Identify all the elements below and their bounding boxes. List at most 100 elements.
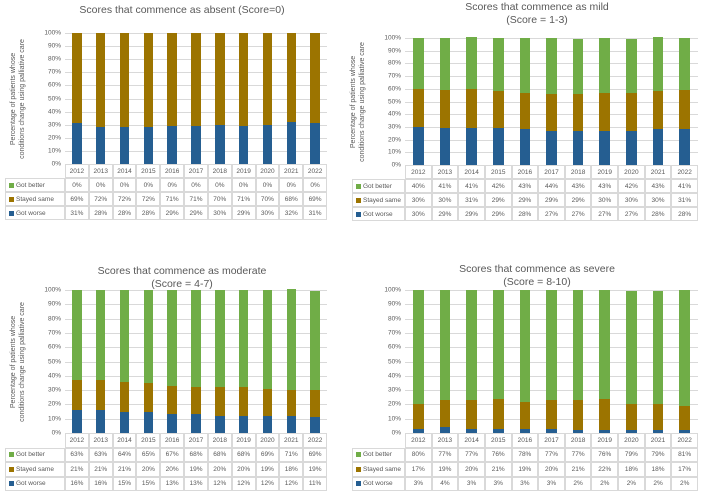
bar-stayed-same bbox=[143, 33, 154, 128]
table-value: 29% bbox=[160, 206, 185, 220]
y-tick-label: 70% bbox=[47, 329, 61, 337]
table-header-year: 2020 bbox=[618, 165, 645, 179]
y-tick-label: 40% bbox=[47, 108, 61, 116]
y-tick-label: 30% bbox=[47, 386, 61, 394]
bar-got-better bbox=[286, 288, 297, 391]
table-value: 69% bbox=[255, 447, 280, 462]
bar-got-better bbox=[439, 290, 451, 401]
table-value: 20% bbox=[207, 462, 232, 477]
table-value: 72% bbox=[112, 192, 137, 206]
table-value: 0% bbox=[279, 178, 304, 192]
y-tick-label: 40% bbox=[387, 110, 401, 118]
y-axis-label-line: Percentage of patients whose bbox=[350, 55, 357, 148]
table-header-year: 2013 bbox=[88, 433, 113, 448]
y-tick-label: 20% bbox=[387, 136, 401, 144]
y-axis-label-line: Percentage of patients whose bbox=[10, 52, 17, 145]
table-value: 0% bbox=[231, 178, 256, 192]
table-value: 12% bbox=[231, 476, 256, 491]
table-header-year: 2013 bbox=[431, 165, 459, 179]
bar-got-worse bbox=[626, 430, 637, 433]
table-value: 20% bbox=[458, 462, 485, 477]
bar-got-better bbox=[679, 38, 690, 91]
table-value: 28% bbox=[644, 207, 672, 221]
table-value: 41% bbox=[431, 179, 459, 193]
table-value: 72% bbox=[136, 192, 161, 206]
bar-got-better bbox=[466, 36, 477, 89]
bar-got-worse bbox=[286, 122, 297, 164]
table-value: 0% bbox=[112, 178, 137, 192]
y-tick-label: 10% bbox=[387, 148, 401, 156]
y-axis-label: Percentage of patients whose conditions c… bbox=[9, 302, 27, 422]
table-value: 41% bbox=[458, 179, 485, 193]
table-value: 30% bbox=[207, 206, 232, 220]
legend-swatch bbox=[356, 183, 361, 189]
table-legend-label: Stayed same bbox=[5, 192, 65, 206]
table-value: 13% bbox=[160, 476, 185, 491]
table-value: 78% bbox=[511, 447, 539, 462]
bar-stayed-same bbox=[191, 387, 201, 415]
table-header-year: 2017 bbox=[538, 165, 565, 179]
table-value: 77% bbox=[538, 447, 565, 462]
y-tick-label: 100% bbox=[44, 29, 61, 37]
table-header-year: 2018 bbox=[564, 433, 592, 448]
bar-got-worse bbox=[412, 428, 424, 433]
bar-got-better bbox=[626, 39, 637, 93]
y-axis-label-line: conditions change using palliative care bbox=[19, 301, 26, 422]
bar-stayed-same bbox=[119, 33, 130, 128]
series-name: Got worse bbox=[363, 480, 393, 488]
y-tick-label: 0% bbox=[391, 161, 401, 169]
table-value: 20% bbox=[231, 462, 256, 477]
table-value: 2% bbox=[618, 476, 645, 491]
table-value: 20% bbox=[538, 462, 565, 477]
y-tick-label: 10% bbox=[47, 147, 61, 155]
bar-stayed-same bbox=[599, 92, 611, 131]
table-header-year: 2020 bbox=[255, 433, 280, 448]
y-axis-label-line: Percentage of patients whose bbox=[10, 315, 17, 408]
bar-got-worse bbox=[546, 130, 557, 165]
bar-got-better bbox=[652, 291, 664, 405]
table-value: 19% bbox=[184, 462, 208, 477]
table-value: 3% bbox=[405, 476, 432, 491]
bar-got-worse bbox=[626, 130, 637, 165]
bar-got-worse bbox=[167, 414, 177, 433]
table-header-year: 2013 bbox=[431, 433, 459, 448]
table-value: 29% bbox=[458, 207, 485, 221]
table-value: 77% bbox=[458, 447, 485, 462]
legend-swatch bbox=[356, 197, 361, 203]
table-value: 80% bbox=[405, 447, 432, 462]
table-value: 30% bbox=[644, 193, 672, 207]
table-value: 0% bbox=[207, 178, 232, 192]
bar-got-better bbox=[492, 290, 504, 399]
table-value: 18% bbox=[644, 462, 672, 477]
bar-got-better bbox=[572, 39, 584, 94]
bar-got-worse bbox=[286, 415, 297, 433]
y-tick-label: 80% bbox=[387, 59, 401, 67]
table-header-year: 2017 bbox=[184, 433, 208, 448]
bar-got-worse bbox=[215, 124, 225, 164]
table-value: 12% bbox=[207, 476, 232, 491]
table-value: 76% bbox=[591, 447, 619, 462]
table-value: 4% bbox=[431, 476, 459, 491]
bar-got-worse bbox=[191, 126, 201, 164]
bar-got-worse bbox=[72, 123, 82, 164]
table-value: 70% bbox=[255, 192, 280, 206]
table-value: 17% bbox=[671, 462, 698, 477]
table-header-year: 2021 bbox=[279, 164, 304, 178]
y-tick-label: 0% bbox=[391, 429, 401, 437]
legend-swatch bbox=[9, 196, 14, 202]
bar-got-worse bbox=[572, 430, 584, 433]
bar-got-worse bbox=[167, 126, 177, 164]
bar-stayed-same bbox=[626, 404, 637, 431]
bar-got-worse bbox=[310, 417, 320, 433]
bar-got-better bbox=[412, 38, 424, 89]
chart-title: (Score = 4-7) bbox=[151, 278, 213, 290]
table-header-year: 2012 bbox=[65, 164, 89, 178]
series-name: Got better bbox=[16, 451, 45, 459]
bar-stayed-same bbox=[215, 33, 225, 125]
bar-got-worse bbox=[492, 428, 504, 433]
bar-got-better bbox=[466, 290, 477, 401]
table-legend-label: Got better bbox=[352, 447, 405, 462]
bar-got-worse bbox=[262, 124, 273, 164]
table-value: 71% bbox=[184, 192, 208, 206]
y-tick-label: 30% bbox=[387, 386, 401, 394]
